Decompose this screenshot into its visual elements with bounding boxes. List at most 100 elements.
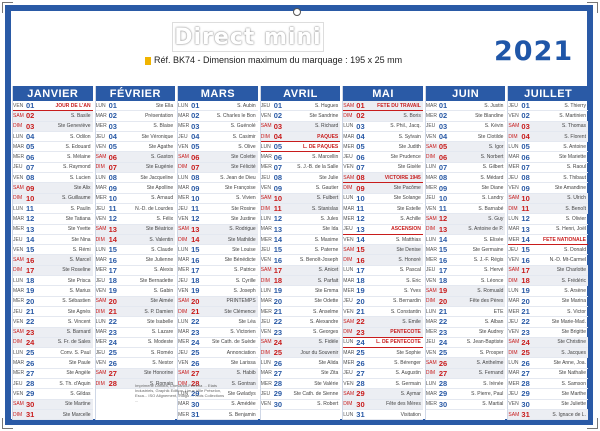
saint-name: S. Georges	[312, 329, 339, 336]
day-row: SAM 22 S. Emile	[343, 317, 423, 328]
day-row: JEU 29 Ste Cath. de Sienne	[260, 389, 341, 400]
weekday-label: MAR	[13, 143, 25, 150]
saint-name: Ste Pacôme	[393, 185, 421, 192]
day-number: 04	[26, 132, 35, 142]
day-list: SAM 01 FÊTE DU TRAVAIL DIM 02 S. Boris LUN 03 S.…	[343, 101, 423, 421]
day-number: 12	[273, 214, 283, 224]
saint-name: S. Phil., Jacq.	[390, 123, 421, 130]
day-row: JEU 01 S. Thierry	[508, 101, 588, 112]
day-number: 23	[191, 327, 200, 337]
saint-name: S. Léonce	[480, 277, 504, 284]
day-number: 02	[26, 111, 35, 121]
day-row: MAR 06 S. Marcellin	[260, 152, 341, 163]
saint-name: S. Aubin	[237, 102, 256, 109]
day-number: 10	[108, 193, 117, 203]
weekday-label: MAR	[343, 133, 355, 140]
saint-name: S. Vincent	[67, 318, 91, 325]
day-row: VEN 02 Ste Sandrine	[260, 111, 341, 122]
day-row: VEN 16 S. Benoît-Joseph	[260, 255, 341, 266]
day-number: 25	[108, 348, 117, 358]
day-row: SAM 29 S. Aymar	[343, 389, 423, 400]
weekday-label: MER	[13, 370, 25, 377]
weekday-label: SAM	[95, 226, 107, 233]
day-number: 21	[521, 307, 530, 317]
day-number: 21	[356, 307, 365, 317]
day-row: JEU 15 S. Paterne	[260, 245, 341, 256]
saint-name: Ste Rosine	[231, 205, 256, 212]
day-row: MAR 01 S. Justin	[425, 101, 506, 112]
day-row: LUN 24 L. DE PENTECÔTE	[343, 338, 423, 349]
weekday-label: DIM	[178, 164, 188, 171]
day-number: 27	[356, 368, 365, 378]
weekday-label: MER	[508, 164, 520, 171]
saint-name: S. Jacques	[561, 349, 586, 356]
saint-name: Ste Isabelle	[147, 318, 174, 325]
saint-name: Ste Félicité	[230, 164, 256, 171]
day-number: 23	[356, 327, 365, 337]
saint-name: Ste Denise	[396, 246, 421, 253]
day-number: 15	[26, 245, 35, 255]
day-row: DIM 03 Ste Geneviève	[13, 121, 93, 132]
day-row: SAM 20 PRINTEMPS	[178, 296, 258, 307]
weekday-label: LUN	[13, 277, 24, 284]
day-row: JEU 08 S. Thibaut	[508, 173, 588, 184]
weekday-label: MER	[260, 308, 272, 315]
saint-name: S. Honoré	[398, 257, 421, 264]
saint-name: Ste Agathe	[148, 143, 174, 150]
reference-line: Réf. BK74 - Dimension maximum du marquag…	[145, 55, 402, 65]
day-number: 05	[438, 142, 448, 152]
weekday-label: DIM	[95, 164, 105, 171]
weekday-label: VEN	[508, 185, 519, 192]
saint-name: Ste Nina	[71, 236, 91, 243]
saint-name: S. Claude	[151, 246, 174, 253]
day-number: 25	[356, 348, 365, 358]
day-number: 12	[26, 214, 35, 224]
day-row: VEN 19 S. Joseph	[178, 286, 258, 297]
saint-name: S. Frédéric	[561, 277, 586, 284]
day-number: 30	[521, 399, 530, 409]
day-row: MER 24 Ste Cath. de Suède	[178, 338, 258, 349]
weekday-label: SAM	[260, 195, 272, 202]
weekday-label: LUN	[95, 102, 106, 109]
day-number: 08	[273, 173, 283, 183]
saint-name: S. Prosper	[479, 349, 504, 356]
weekday-label: LUN	[343, 195, 354, 202]
saint-name: S. Henri, Joël	[555, 226, 586, 233]
month-column: JUIN MAR 01 S. Justin MER 02 Ste Blandine JEU 03…	[424, 86, 506, 421]
day-row: VEN 09 S. Gautier	[260, 183, 341, 194]
day-number: 22	[356, 317, 365, 327]
saint-name: S. Alexis	[153, 267, 174, 274]
day-row: MER 14 S. Maxime	[260, 235, 341, 246]
day-number: 05	[273, 142, 283, 152]
weekday-label: LUN	[95, 174, 106, 181]
day-row: DIM 20 Fête des Pères	[425, 296, 506, 307]
day-number: 21	[108, 307, 117, 317]
day-number: 18	[438, 276, 448, 286]
day-number: 17	[108, 265, 117, 275]
weekday-label: VEN	[13, 102, 24, 109]
day-number: 14	[191, 235, 200, 244]
saint-name: Ste Marthe	[561, 390, 586, 397]
weekday-label: LUN	[508, 143, 519, 150]
saint-name: S. Justin	[484, 102, 504, 109]
weekday-label: MAR	[95, 185, 107, 192]
weekday-label: DIM	[343, 185, 353, 192]
weekday-label: SAM	[260, 267, 272, 274]
day-row: MER 07 S. Raoul	[508, 163, 588, 174]
day-row: SAM 15 Ste Denise	[343, 245, 423, 256]
weekday-label: MAR	[95, 257, 107, 264]
saint-name: S. Gabin	[153, 287, 174, 294]
saint-name: JOUR DE L'AN	[55, 102, 91, 109]
saint-name: S. Emile	[402, 318, 421, 325]
saint-name: S. Th. d'Aquin	[59, 380, 91, 387]
day-number: 14	[438, 235, 448, 244]
saint-name: L. DE PENTECÔTE	[376, 339, 421, 346]
day-number: 26	[26, 358, 35, 368]
weekday-label: LUN	[178, 318, 189, 325]
saint-name: S. Basile	[70, 112, 91, 119]
weekday-label: SAM	[425, 215, 437, 222]
weekday-label: MAR	[508, 298, 520, 305]
month-header: JUILLET	[508, 86, 588, 101]
day-number: 17	[273, 265, 283, 275]
day-number: 26	[438, 358, 448, 368]
